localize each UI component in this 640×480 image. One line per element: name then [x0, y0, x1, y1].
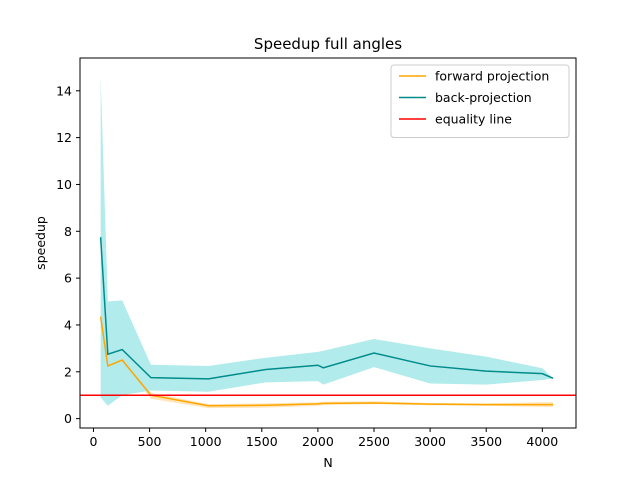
- x-tick-label: 1000: [190, 434, 222, 449]
- x-axis-label: N: [323, 455, 332, 470]
- y-tick-label: 6: [64, 271, 72, 286]
- y-tick-label: 8: [64, 224, 72, 239]
- legend-label-forward-projection: forward projection: [435, 69, 549, 84]
- legend-box: [390, 64, 570, 138]
- y-tick-label: 14: [56, 83, 72, 98]
- plot-frame: [79, 57, 577, 429]
- x-tick-label: 3500: [470, 434, 502, 449]
- x-tick-label: 4000: [526, 434, 558, 449]
- y-tick-label: 10: [56, 177, 72, 192]
- x-tick-label: 3000: [414, 434, 446, 449]
- x-tick-label: 1500: [246, 434, 278, 449]
- x-tick-label: 0: [89, 434, 97, 449]
- x-tick-label: 500: [138, 434, 162, 449]
- back-projection-line: [99, 237, 554, 380]
- x-tick-label: 2000: [302, 434, 334, 449]
- series-lines: [80, 237, 576, 407]
- y-tick-label: 4: [64, 317, 72, 332]
- y-axis-label: speedup: [33, 216, 48, 270]
- x-tick-label: 2500: [358, 434, 390, 449]
- legend-label-equality-line: equality line: [435, 112, 512, 127]
- y-tick-label: 12: [56, 130, 72, 145]
- y-tick-label: 0: [64, 411, 72, 426]
- legend-label-back-projection: back-projection: [435, 90, 532, 105]
- y-tick-label: 2: [64, 364, 72, 379]
- axes-frame: [79, 57, 577, 429]
- axis-ticks: 0 500 1000 1500 2000 2500 3000 3500 4000 0 2 4 6 8 10 1…: [56, 83, 558, 449]
- forward-projection-line: [99, 316, 554, 407]
- legend: forward projection back-projection equalit…: [390, 64, 570, 138]
- chart-title: Speedup full angles: [254, 35, 402, 53]
